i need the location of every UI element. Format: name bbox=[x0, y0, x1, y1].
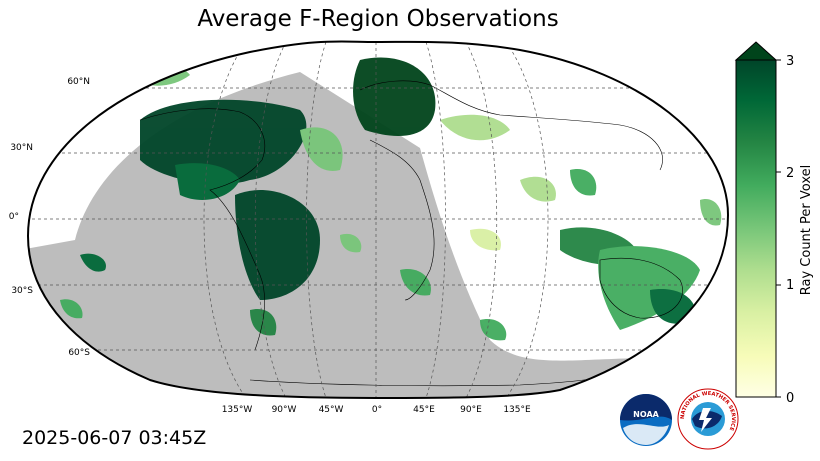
lon-label-45e: 45°E bbox=[413, 405, 435, 415]
lat-label-30s: 30°S bbox=[11, 286, 33, 296]
colorbar-label: Ray Count Per Voxel bbox=[799, 165, 814, 295]
lat-label-60n: 60°N bbox=[67, 77, 90, 87]
colorbar-tick-0: 0 bbox=[786, 391, 794, 406]
globe-border bbox=[26, 40, 730, 400]
globe bbox=[28, 41, 728, 399]
colorbar-extend-arrow bbox=[734, 41, 778, 61]
nws-logo: NATIONAL WEATHER SERVICE bbox=[677, 388, 739, 450]
lon-label-135e: 135°E bbox=[503, 405, 531, 415]
colorbar: 0 1 2 3 Ray Count Per Voxel bbox=[734, 41, 814, 406]
timestamp: 2025-06-07 03:45Z bbox=[22, 427, 207, 449]
lon-label-0: 0° bbox=[372, 405, 382, 415]
graticule bbox=[28, 41, 728, 399]
lat-label-0: 0° bbox=[9, 212, 19, 222]
noaa-logo: NOAA bbox=[620, 394, 672, 446]
lon-label-135w: 135°W bbox=[222, 405, 253, 415]
colorbar-tick-3: 3 bbox=[786, 54, 794, 69]
lon-label-90e: 90°E bbox=[460, 405, 482, 415]
colorbar-tick-1: 1 bbox=[786, 278, 794, 293]
lon-label-45w: 45°W bbox=[319, 405, 344, 415]
noaa-logo-text: NOAA bbox=[633, 410, 659, 419]
lat-label-60s: 60°S bbox=[68, 348, 90, 358]
lat-label-30n: 30°N bbox=[10, 143, 33, 153]
map-title: Average F-Region Observations bbox=[197, 6, 559, 32]
colorbar-bar bbox=[735, 59, 777, 398]
lon-label-90w: 90°W bbox=[272, 405, 297, 415]
ray-count-patches bbox=[60, 57, 722, 341]
colorbar-tick-2: 2 bbox=[786, 166, 794, 181]
